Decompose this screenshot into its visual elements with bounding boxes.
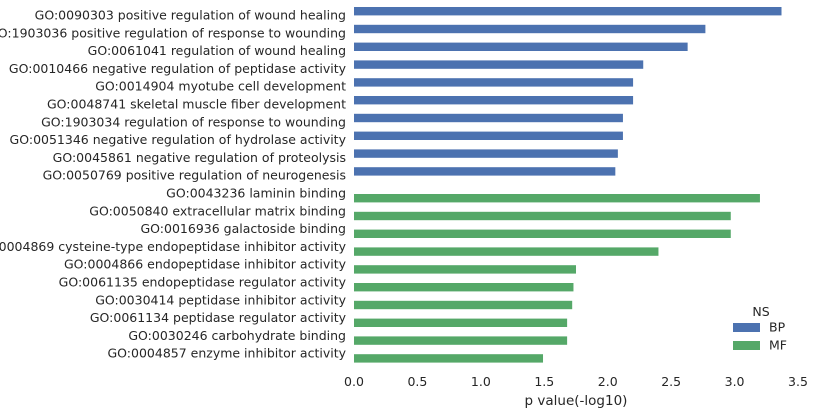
bar-bp: [354, 78, 634, 87]
category-labels: GO:0090303 positive regulation of wound …: [0, 8, 347, 361]
bar-mf: [354, 354, 544, 363]
legend: NS BP MF: [733, 304, 787, 353]
x-tick-label: 2.0: [598, 374, 618, 389]
bar-bp: [354, 96, 634, 105]
category-label: GO:0043236 laminin binding: [166, 186, 346, 201]
category-label: GO:0045861 negative regulation of proteo…: [53, 150, 346, 165]
category-label: GO:0050840 extracellular matrix binding: [89, 203, 346, 218]
legend-label: BP: [769, 320, 786, 335]
legend-swatch-mf: [733, 341, 760, 350]
category-label: GO:0048741 skeletal muscle fiber develop…: [47, 97, 346, 112]
x-tick-label: 0.5: [407, 374, 427, 389]
bar-bp: [354, 42, 688, 51]
bar-bp: [354, 60, 644, 69]
bar-mf: [354, 300, 573, 310]
category-label: GO:0014904 myotube cell development: [95, 79, 346, 94]
bar-mf: [354, 265, 576, 274]
x-tick-label: 3.5: [788, 374, 808, 389]
x-tick-labels: 0.0 0.5 1.0 1.5 2.0 2.5 3.0 3.5: [344, 374, 808, 389]
x-tick-label: 1.5: [534, 374, 554, 389]
x-tick-label: 0.0: [344, 374, 364, 389]
x-tick-label: 2.5: [661, 374, 681, 389]
category-label: GO:0016936 galactoside binding: [141, 221, 347, 236]
bar-mf: [354, 318, 568, 327]
bar-mf: [354, 336, 568, 345]
bar-bp: [354, 7, 782, 16]
legend-swatch-bp: [733, 323, 760, 332]
category-label: GO:0050769 positive regulation of neurog…: [43, 168, 346, 183]
bar-bp: [354, 24, 706, 34]
category-label: GO:1903034 regulation of response to wou…: [41, 114, 346, 129]
bars-layer: [354, 7, 782, 363]
bar-mf: [354, 194, 760, 203]
category-label: GO:0051346 negative regulation of hydrol…: [10, 132, 347, 147]
category-label: GO:0061041 regulation of wound healing: [88, 43, 346, 58]
category-label: GO:0090303 positive regulation of wound …: [35, 8, 346, 23]
bar-bp: [354, 167, 616, 176]
x-tick-label: 1.0: [471, 374, 491, 389]
bar-bp: [354, 113, 623, 123]
bar-bp: [354, 149, 618, 158]
category-label: GO:0030246 carbohydrate binding: [128, 328, 346, 343]
category-label: GO:0030414 peptidase inhibitor activity: [95, 292, 346, 307]
category-label: GO:0010466 negative regulation of peptid…: [9, 61, 347, 76]
category-label: GO:0004866 endopeptidase inhibitor activ…: [64, 257, 347, 272]
x-tick-label: 3.0: [725, 374, 745, 389]
bar-bp: [354, 131, 623, 140]
legend-title: NS: [752, 304, 769, 319]
bar-mf: [354, 229, 731, 238]
bar-mf: [354, 247, 659, 256]
category-label: GO:0004857 enzyme inhibitor activity: [107, 346, 346, 361]
category-label: GO:1903036 positive regulation of respon…: [0, 25, 346, 40]
bar-mf: [354, 283, 574, 292]
bar-mf: [354, 211, 731, 221]
category-label: GO:0061134 peptidase regulator activity: [90, 310, 347, 325]
x-axis-title: p value(-log10): [525, 393, 628, 409]
category-label: GO:0004869 cysteine-type endopeptidase i…: [0, 239, 347, 254]
category-label: GO:0061135 endopeptidase regulator activ…: [59, 275, 347, 290]
legend-label: MF: [769, 338, 787, 353]
